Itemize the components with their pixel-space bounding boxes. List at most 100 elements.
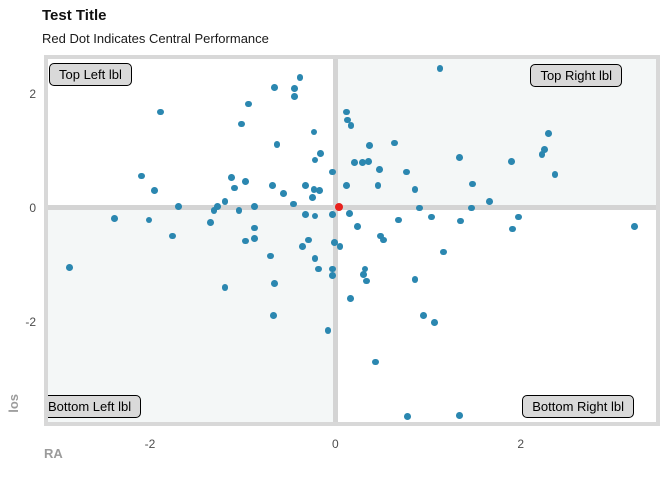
x-tick-label: -2 xyxy=(144,437,156,451)
data-point xyxy=(354,222,361,230)
data-point xyxy=(280,189,287,197)
data-point xyxy=(343,116,351,124)
data-point xyxy=(242,237,249,245)
central-performance-point xyxy=(335,202,344,211)
quadrant-label-bottom-left: Bottom Left lbl xyxy=(48,395,142,418)
quadrant-label-top-left: Top Left lbl xyxy=(49,63,132,86)
data-point xyxy=(251,203,259,211)
data-point xyxy=(156,108,164,116)
data-point xyxy=(347,122,355,130)
data-point xyxy=(538,151,546,159)
data-point xyxy=(251,234,259,242)
data-point xyxy=(111,214,119,222)
data-point xyxy=(317,150,324,158)
data-point xyxy=(485,198,493,206)
data-point xyxy=(221,283,229,291)
data-point xyxy=(145,216,153,224)
data-point xyxy=(431,318,438,326)
data-point xyxy=(361,265,369,273)
quadrant-label-top-right: Top Right lbl xyxy=(530,64,622,87)
data-point xyxy=(380,236,387,244)
data-point xyxy=(468,204,475,212)
data-point xyxy=(302,211,310,219)
x-axis-title: RA xyxy=(44,446,63,461)
data-point xyxy=(244,100,252,108)
data-point xyxy=(346,294,354,302)
data-point xyxy=(330,239,338,247)
data-point xyxy=(310,185,318,193)
data-point xyxy=(242,177,249,185)
x-tick-label: 0 xyxy=(331,437,339,451)
data-point xyxy=(508,225,516,233)
data-point xyxy=(210,206,218,214)
y-tick-label: 2 xyxy=(29,86,36,101)
data-point xyxy=(391,139,399,147)
data-point xyxy=(324,326,332,334)
data-point xyxy=(311,255,319,263)
data-point xyxy=(290,200,297,208)
data-point xyxy=(631,222,639,230)
data-point xyxy=(302,181,310,189)
data-point xyxy=(308,193,316,201)
data-point xyxy=(311,156,319,164)
y-tick-label: -2 xyxy=(25,315,36,330)
data-point xyxy=(416,204,424,212)
plot-panel: Top Left lbl Top Right lbl Bottom Left l… xyxy=(44,55,660,426)
data-point xyxy=(316,187,323,195)
zero-line-horizontal xyxy=(48,205,656,211)
data-point xyxy=(175,203,183,211)
data-point xyxy=(376,165,384,173)
data-point xyxy=(291,93,298,101)
data-point xyxy=(251,224,259,232)
data-point xyxy=(508,157,515,165)
data-point xyxy=(305,236,312,244)
points-layer xyxy=(48,59,656,422)
y-axis-title: los xyxy=(6,394,21,413)
data-point xyxy=(377,232,385,240)
data-point xyxy=(551,171,559,179)
data-point xyxy=(411,275,419,283)
data-point xyxy=(371,358,379,366)
x-axis-ticks: -2 0 2 xyxy=(48,437,656,453)
data-point xyxy=(214,203,221,211)
data-point xyxy=(168,232,176,240)
data-point xyxy=(228,174,235,182)
data-point xyxy=(235,207,243,215)
data-point xyxy=(436,65,444,73)
data-point xyxy=(363,277,371,285)
data-point xyxy=(440,248,448,256)
data-point xyxy=(365,157,373,165)
data-point xyxy=(469,180,476,188)
data-point xyxy=(138,172,145,180)
data-point xyxy=(403,168,411,176)
data-point xyxy=(411,185,419,193)
data-point xyxy=(267,252,274,260)
data-point xyxy=(311,212,319,220)
data-point xyxy=(343,181,350,189)
data-point xyxy=(336,242,344,250)
data-point xyxy=(374,181,382,189)
data-point xyxy=(351,159,359,167)
data-point xyxy=(310,128,318,136)
data-point xyxy=(296,74,304,82)
x-tick-label: 2 xyxy=(517,437,525,451)
data-point xyxy=(358,159,366,167)
y-tick-label: 0 xyxy=(29,200,36,215)
data-point xyxy=(151,187,158,195)
data-point xyxy=(394,216,402,224)
data-point xyxy=(456,411,463,419)
data-point xyxy=(270,279,278,287)
chart-title: Test Title xyxy=(42,7,107,24)
data-point xyxy=(291,85,298,93)
data-point xyxy=(404,412,411,420)
data-point xyxy=(345,209,353,217)
data-point xyxy=(359,270,367,278)
data-point xyxy=(428,213,436,221)
data-point xyxy=(541,146,549,154)
data-point xyxy=(315,265,323,273)
data-point xyxy=(206,218,214,226)
data-point xyxy=(299,243,307,251)
data-point xyxy=(270,84,278,91)
data-point xyxy=(545,130,552,138)
data-point xyxy=(329,265,336,273)
